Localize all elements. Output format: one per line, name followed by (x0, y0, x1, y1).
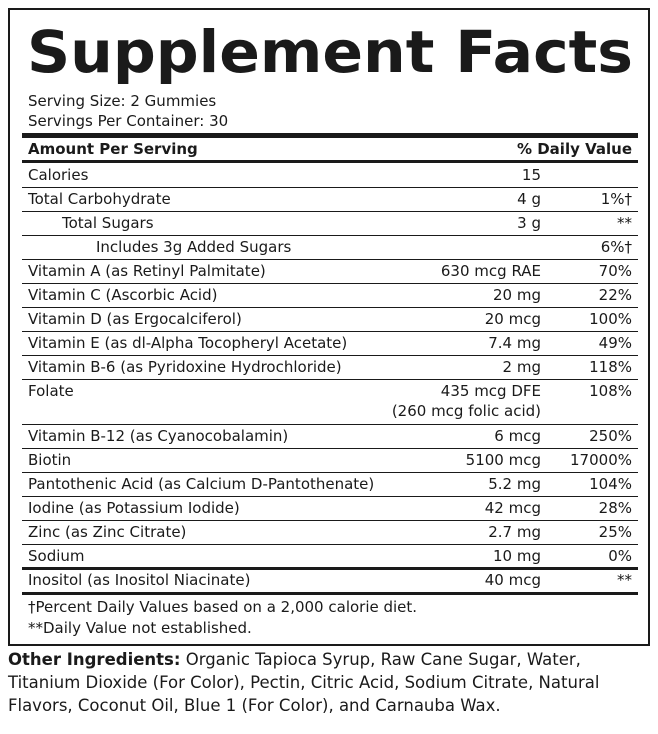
amount: 435 mcg DFE (440, 382, 541, 400)
daily-value: 108% (589, 382, 632, 400)
row-divider (22, 544, 638, 545)
row-divider (22, 307, 638, 308)
nutrient-name: Pantothenic Acid (as Calcium D-Pantothen… (28, 475, 375, 493)
rule-thick (22, 567, 638, 570)
daily-value: 49% (598, 334, 632, 352)
nutrient-name: Folate (28, 382, 74, 400)
row-divider (22, 283, 638, 284)
nutrient-name: Includes 3g Added Sugars (96, 238, 292, 256)
servings-per-container: Servings Per Container: 30 (28, 112, 229, 130)
nutrient-name: Total Carbohydrate (28, 190, 171, 208)
row-divider (22, 472, 638, 473)
daily-value: 17000% (570, 451, 632, 469)
amount: 6 mcg (494, 427, 541, 445)
column-header: Amount Per Serving (28, 140, 198, 158)
amount: 40 mcg (484, 571, 541, 589)
row-divider (22, 424, 638, 425)
title-svg: Supplement Facts (27, 18, 633, 86)
title: Supplement Facts (27, 18, 633, 86)
amount: 5100 mcg (465, 451, 541, 469)
daily-value: 104% (589, 475, 632, 493)
daily-value: 6%† (600, 238, 632, 256)
daily-value: 25% (598, 523, 632, 541)
row-divider (22, 187, 638, 188)
row-divider (22, 379, 638, 380)
amount: 630 mcg RAE (440, 262, 541, 280)
row-divider (22, 448, 638, 449)
nutrient-name: Vitamin C (Ascorbic Acid) (28, 286, 218, 304)
row-divider (22, 496, 638, 497)
amount: 3 g (517, 214, 541, 232)
rule-medium (22, 160, 638, 163)
row-divider (22, 355, 638, 356)
amount: 15 (521, 166, 541, 184)
nutrient-name: Vitamin B-12 (as Cyanocobalamin) (28, 427, 289, 445)
nutrient-name: Inositol (as Inositol Niacinate) (28, 571, 251, 589)
nutrient-name: Vitamin E (as dl-Alpha Tocopheryl Acetat… (28, 334, 348, 352)
daily-value: ** (617, 571, 632, 589)
amount: 20 mg (493, 286, 541, 304)
amount: 4 g (517, 190, 541, 208)
footnote: **Daily Value not established. (28, 619, 252, 637)
nutrient-name: Calories (28, 166, 89, 184)
nutrient-name: Vitamin D (as Ergocalciferol) (28, 310, 242, 328)
daily-value: 22% (598, 286, 632, 304)
daily-value: 0% (608, 547, 632, 565)
row-divider (22, 259, 638, 260)
daily-value: 250% (589, 427, 632, 445)
nutrient-name: Iodine (as Potassium Iodide) (28, 499, 240, 517)
column-header: % Daily Value (516, 140, 632, 158)
nutrient-name: Vitamin A (as Retinyl Palmitate) (28, 262, 266, 280)
row-divider (22, 211, 638, 212)
nutrient-name: Zinc (as Zinc Citrate) (28, 523, 187, 541)
nutrient-name: Sodium (28, 547, 85, 565)
rule-thick (22, 592, 638, 595)
nutrient-name: Biotin (28, 451, 72, 469)
amount: 2 mg (502, 358, 541, 376)
label-box (8, 8, 650, 646)
other-ingredients-label: Other Ingredients: (8, 650, 181, 669)
nutrient-name: Vitamin B-6 (as Pyridoxine Hydrochloride… (28, 358, 342, 376)
row-divider (22, 331, 638, 332)
amount: 42 mcg (484, 499, 541, 517)
amount: 5.2 mg (488, 475, 541, 493)
footnote: †Percent Daily Values based on a 2,000 c… (28, 598, 418, 616)
amount-note: (260 mcg folic acid) (391, 402, 541, 420)
daily-value: 118% (589, 358, 632, 376)
serving-size: Serving Size: 2 Gummies (28, 92, 217, 110)
amount: 2.7 mg (488, 523, 541, 541)
row-divider (22, 520, 638, 521)
amount: 7.4 mg (488, 334, 541, 352)
daily-value: 70% (598, 262, 632, 280)
other-ingredients: Other Ingredients: Organic Tapioca Syrup… (8, 648, 648, 717)
row-divider (22, 235, 638, 236)
daily-value: 100% (589, 310, 632, 328)
rule-thick (22, 133, 638, 138)
amount: 10 mg (493, 547, 541, 565)
nutrient-name: Total Sugars (62, 214, 154, 232)
other-ingredients-text: Organic Tapioca Syrup, Raw Cane Sugar, W… (8, 650, 600, 715)
daily-value: 28% (598, 499, 632, 517)
amount: 20 mcg (484, 310, 541, 328)
daily-value: ** (617, 214, 632, 232)
daily-value: 1%† (600, 190, 632, 208)
